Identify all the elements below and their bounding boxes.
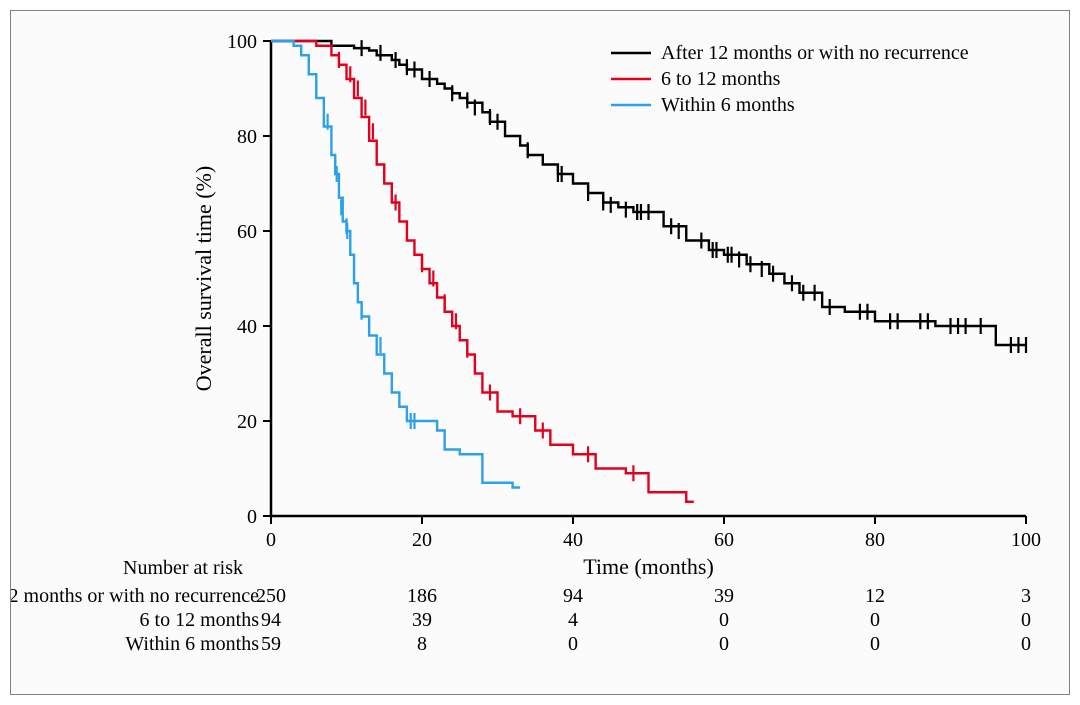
- risk-value: 94: [261, 609, 281, 631]
- y-tick-label: 60: [237, 221, 257, 243]
- risk-row-label: After 12 months or with no recurrence: [11, 585, 259, 607]
- legend-label: After 12 months or with no recurrence: [661, 42, 969, 64]
- risk-value: 39: [714, 585, 734, 607]
- risk-value: 12: [865, 585, 885, 607]
- risk-value: 3: [1021, 585, 1031, 607]
- legend-label: 6 to 12 months: [661, 68, 781, 90]
- risk-value: 94: [563, 585, 583, 607]
- risk-value: 39: [412, 609, 432, 631]
- x-tick-label: 100: [1011, 529, 1041, 551]
- risk-row-label: Within 6 months: [125, 633, 259, 655]
- risk-value: 0: [719, 609, 729, 631]
- y-tick-label: 100: [227, 31, 257, 53]
- y-tick-label: 0: [247, 506, 257, 528]
- chart-frame: 020406080100020406080100Time (months)Ove…: [10, 10, 1070, 695]
- y-axis-title: Overall survival time (%): [191, 166, 216, 391]
- y-tick-label: 40: [237, 316, 257, 338]
- risk-value: 0: [719, 633, 729, 655]
- risk-value: 0: [568, 633, 578, 655]
- x-tick-label: 80: [865, 529, 885, 551]
- risk-value: 8: [417, 633, 427, 655]
- risk-value: 186: [407, 585, 437, 607]
- risk-table-title: Number at risk: [123, 557, 243, 579]
- x-tick-label: 40: [563, 529, 583, 551]
- risk-value: 0: [870, 609, 880, 631]
- risk-value: 0: [1021, 633, 1031, 655]
- y-tick-label: 80: [237, 126, 257, 148]
- axis-frame: [271, 41, 1026, 516]
- risk-value: 250: [256, 585, 286, 607]
- x-tick-label: 60: [714, 529, 734, 551]
- x-axis-title: Time (months): [583, 554, 714, 579]
- legend-label: Within 6 months: [661, 94, 795, 116]
- risk-value: 59: [261, 633, 281, 655]
- risk-row-label: 6 to 12 months: [140, 609, 260, 631]
- x-tick-label: 0: [266, 529, 276, 551]
- risk-value: 4: [568, 609, 578, 631]
- x-tick-label: 20: [412, 529, 432, 551]
- km-plot-svg: 020406080100020406080100Time (months)Ove…: [11, 11, 1069, 694]
- risk-value: 0: [1021, 609, 1031, 631]
- risk-value: 0: [870, 633, 880, 655]
- y-tick-label: 20: [237, 411, 257, 433]
- km-curve-after12: [271, 41, 1026, 345]
